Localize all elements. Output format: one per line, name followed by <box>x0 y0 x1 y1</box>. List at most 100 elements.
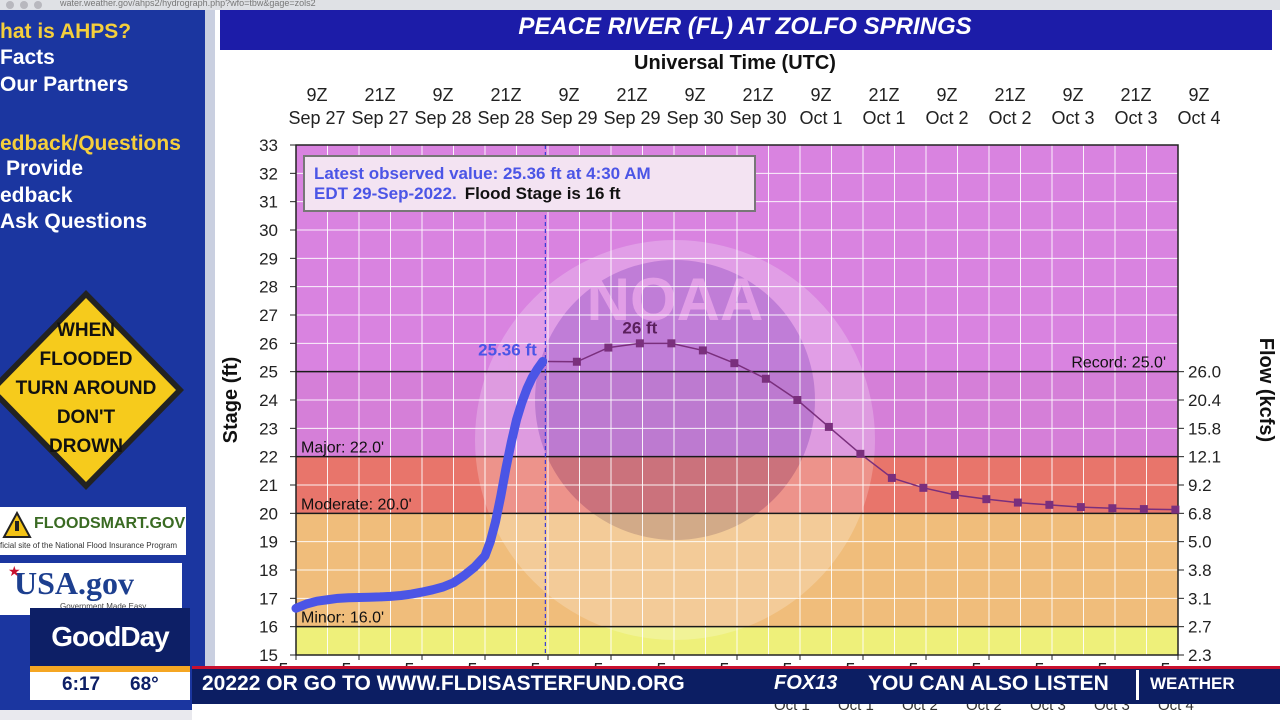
y-tick-label: 25 <box>259 363 278 382</box>
sidebar-link-what-is-ahps[interactable]: hat is AHPS? <box>0 20 132 43</box>
y-tick-label: 29 <box>259 249 278 268</box>
y-tick-label: 24 <box>259 391 278 410</box>
top-axis-label: Universal Time (UTC) <box>634 52 836 74</box>
threshold-label: Record: 25.0' <box>1071 355 1166 372</box>
y-tick-label: 27 <box>259 306 278 325</box>
noaa-watermark: NOAA <box>475 240 875 640</box>
y-tick-label: 32 <box>259 164 278 183</box>
forecast-point <box>856 449 865 458</box>
sidebar-link-facts[interactable]: Facts <box>0 46 55 69</box>
sidebar-link-feedback[interactable]: edback <box>0 184 73 207</box>
page-divider <box>205 10 215 710</box>
top-tick-label-2: Sep 28 <box>414 108 471 128</box>
forecast-point <box>824 422 833 431</box>
forecast-point <box>604 343 613 352</box>
flow-tick-label: 9.2 <box>1188 476 1212 495</box>
peak-value-label: 26 ft <box>622 318 657 337</box>
floodsmart-sub: ficial site of the National Flood Insura… <box>0 541 177 550</box>
info-line-2-flood-stage: Flood Stage is 16 ft <box>465 184 621 203</box>
y-tick-label: 23 <box>259 419 278 438</box>
forecast-point <box>887 473 896 482</box>
ticker-accent <box>192 666 1280 669</box>
y2-axis-label: Flow (kcfs) <box>1255 338 1277 442</box>
forecast-point <box>761 374 770 383</box>
forecast-point <box>635 339 644 348</box>
top-tick-label-2: Oct 3 <box>1114 108 1157 128</box>
sidebar-link-provide[interactable]: Provide <box>6 157 84 180</box>
flow-tick-label: 6.8 <box>1188 504 1212 523</box>
y-tick-label: 16 <box>259 618 278 637</box>
ticker-text: 20222 OR GO TO WWW.FLDISASTERFUND.ORG <box>202 672 685 695</box>
y-axis-label: Stage (ft) <box>220 357 242 444</box>
y-tick-label: 21 <box>259 476 278 495</box>
star-icon: ★ <box>8 563 21 579</box>
watermark-ring <box>475 240 875 640</box>
floodsmart-name: FLOODSMART.GOV <box>34 515 186 532</box>
sign-line-1: WHEN <box>57 320 115 341</box>
info-box <box>303 155 756 212</box>
y-tick-label: 33 <box>259 136 278 155</box>
bottom-date-6: Oct 3 <box>1094 704 1130 714</box>
forecast-point <box>793 396 802 404</box>
top-tick-label-2: Sep 30 <box>666 108 723 128</box>
y-tick-label: 18 <box>259 561 278 580</box>
flow-tick-label: 3.1 <box>1188 589 1212 608</box>
ticker-weather: WEATHER <box>1150 674 1235 693</box>
top-tick-label-1: 21Z <box>1120 85 1151 105</box>
top-tick-label-1: 9Z <box>306 85 327 105</box>
top-tick-label-2: Sep 27 <box>288 108 345 128</box>
y-tick-label: 20 <box>259 504 278 523</box>
info-line-1: Latest observed value: 25.36 ft at 4:30 … <box>314 164 651 183</box>
top-tick-label-1: 21Z <box>742 85 773 105</box>
turn-around-dont-drown-sign[interactable]: WHEN FLOODED TURN AROUND DON'T DROWN <box>0 288 186 492</box>
sign-line-3: TURN AROUND <box>16 378 157 399</box>
forecast-point <box>698 346 707 355</box>
top-tick-label-1: 21Z <box>868 85 899 105</box>
flow-tick-label: 2.7 <box>1188 618 1212 637</box>
y-tick-label: 15 <box>259 646 278 665</box>
sidebar: hat is AHPS? Facts Our Partners edback/Q… <box>0 10 205 710</box>
goodday-title: GoodDay <box>30 608 190 666</box>
top-tick-label-1: 9Z <box>1062 85 1083 105</box>
forward-icon[interactable] <box>20 1 28 9</box>
y-tick-label: 22 <box>259 448 278 467</box>
top-tick-label-2: Sep 30 <box>729 108 786 128</box>
top-tick-label-2: Sep 27 <box>351 108 408 128</box>
top-tick-label-2: Sep 29 <box>603 108 660 128</box>
watermark-text: NOAA <box>587 266 764 333</box>
floodsmart-banner[interactable]: FLOODSMART.GOV ficial site of the Nation… <box>0 507 186 555</box>
reload-icon[interactable] <box>34 1 42 9</box>
top-tick-label-1: 9Z <box>1188 85 1209 105</box>
top-tick-label-1: 21Z <box>490 85 521 105</box>
top-tick-label-1: 21Z <box>616 85 647 105</box>
y-tick-label: 31 <box>259 193 278 212</box>
sidebar-link-ask-questions[interactable]: Ask Questions <box>0 210 148 233</box>
forecast-point <box>1013 498 1022 507</box>
ticker-text-2: YOU CAN ALSO LISTEN <box>868 672 1109 695</box>
flow-tick-label: 12.1 <box>1188 448 1221 467</box>
forecast-point <box>919 483 928 492</box>
address-bar[interactable]: water.weather.gov/ahps2/hydrograph.php?w… <box>60 0 316 8</box>
temperature-readout: 68° <box>130 674 159 695</box>
ticker-separator <box>1136 670 1139 700</box>
chart-title: PEACE RIVER (FL) AT ZOLFO SPRINGS <box>518 13 971 40</box>
forecast-point <box>982 495 991 504</box>
top-tick-label-2: Oct 4 <box>1177 108 1220 128</box>
sidebar-heading-feedback: edback/Questions <box>0 132 181 155</box>
flow-tick-label: 15.8 <box>1188 419 1221 438</box>
top-tick-label-1: 9Z <box>558 85 579 105</box>
bottom-date-3: Oct 2 <box>902 704 938 714</box>
news-ticker: 20222 OR GO TO WWW.FLDISASTERFUND.ORG FO… <box>192 666 1280 704</box>
sidebar-link-partners[interactable]: Our Partners <box>0 73 129 96</box>
threshold-label: Moderate: 20.0' <box>301 496 412 513</box>
observed-series-line <box>291 356 548 613</box>
top-tick-label-2: Oct 1 <box>799 108 842 128</box>
y-tick-label: 28 <box>259 278 278 297</box>
usagov-banner[interactable]: USA.gov Government Made Easy ★ <box>0 563 182 615</box>
hydrograph-panel: PEACE RIVER (FL) AT ZOLFO SPRINGS Univer… <box>215 10 1280 710</box>
back-icon[interactable] <box>6 1 14 9</box>
bottom-date-5: Oct 3 <box>1030 704 1066 714</box>
forecast-point <box>730 359 739 368</box>
y-tick-label: 19 <box>259 533 278 552</box>
plot-area: NOAA Record: 25.0' Major: 22.0' Moderate: 2… <box>220 85 1277 680</box>
